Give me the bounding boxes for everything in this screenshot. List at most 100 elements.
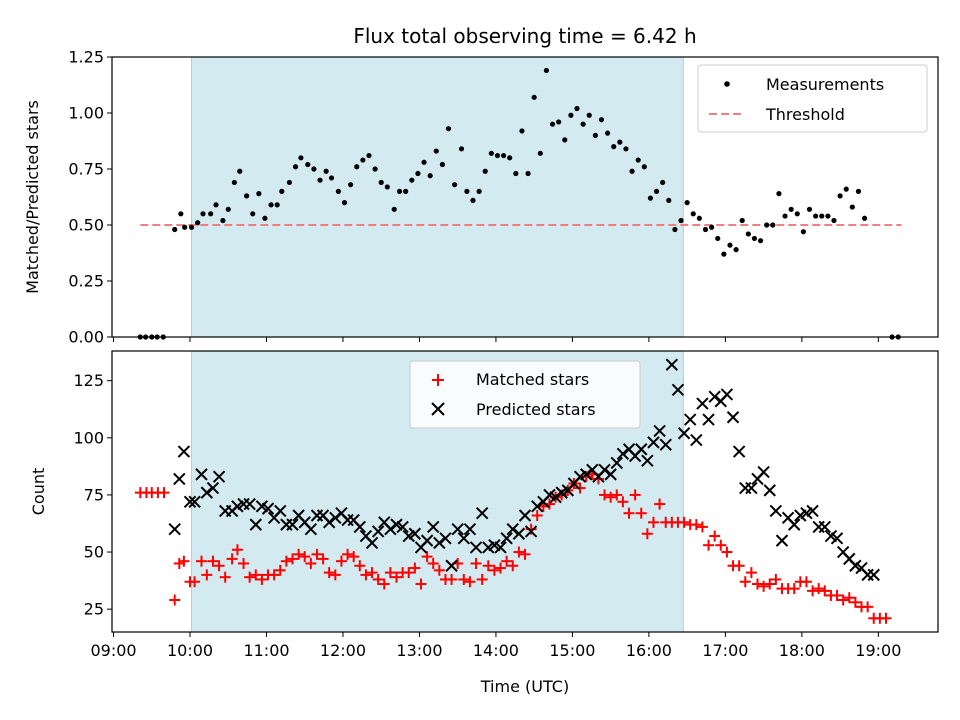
measurement-point [178, 211, 184, 217]
count-y-tick-label: 125 [73, 371, 104, 390]
measurement-point [733, 247, 739, 253]
matched-star-point [409, 562, 421, 574]
measurement-point [861, 215, 868, 221]
predicted-star-point [384, 522, 397, 536]
measurement-point [580, 121, 586, 127]
matched-star-point [372, 573, 384, 585]
predicted-star-point [757, 465, 770, 479]
matched-star-point [715, 539, 727, 551]
measurement-points [137, 67, 901, 340]
measurement-point [782, 213, 788, 219]
measurement-point [617, 139, 623, 145]
matched-star-point [605, 491, 617, 503]
matched-star-point [293, 548, 305, 560]
predicted-star-point [304, 522, 318, 536]
measurement-point [348, 182, 354, 188]
predicted-star-point [745, 481, 758, 495]
matched-star-point [519, 548, 531, 560]
predicted-star-point [451, 522, 464, 536]
legend-predicted-marker [431, 402, 445, 416]
measurement-point [519, 128, 525, 134]
predicted-star-point [818, 520, 832, 534]
predicted-stars-points [168, 358, 880, 582]
ratio-y-tick-label: 1.00 [68, 104, 104, 123]
measurement-point [335, 188, 341, 194]
measurement-point [396, 188, 403, 194]
predicted-star-point [433, 536, 446, 550]
predicted-star-point [475, 506, 489, 520]
observing-span-top [191, 56, 684, 338]
ratio-x-axis [113, 337, 879, 342]
predicted-star-point [212, 470, 226, 483]
measurement-point [323, 168, 329, 174]
measurement-point [237, 168, 243, 174]
predicted-star-point [647, 436, 660, 449]
predicted-star-point [641, 454, 654, 467]
measurement-point [458, 146, 465, 152]
predicted-star-point [696, 397, 709, 410]
predicted-star-point [775, 534, 789, 547]
matched-star-point [311, 548, 323, 560]
measurement-point [220, 217, 226, 224]
predicted-star-point [365, 536, 379, 550]
measurement-point [317, 177, 323, 183]
measurement-point [311, 166, 317, 172]
predicted-star-point [720, 388, 734, 401]
measurement-point [549, 121, 556, 127]
matched-star-point [305, 557, 317, 569]
matched-star-point [635, 507, 647, 519]
measurement-point [225, 206, 231, 212]
matched-star-point [703, 539, 715, 551]
matched-star-point [513, 546, 525, 558]
measurement-point [678, 217, 684, 224]
predicted-star-point [579, 468, 593, 481]
measurement-point [629, 168, 635, 174]
measurement-point [384, 184, 390, 190]
matched-star-point [611, 489, 623, 501]
measurement-point [525, 170, 531, 177]
predicted-star-point [677, 427, 691, 440]
measurement-point [470, 197, 476, 203]
measurement-point [488, 150, 494, 156]
time-x-tick-label: 17:00 [702, 641, 748, 660]
predicted-star-point [512, 527, 526, 540]
matched-star-point [641, 528, 653, 540]
measurement-point [825, 213, 831, 219]
matched-star-point [574, 482, 586, 494]
matched-star-point [788, 583, 800, 595]
matched-star-point [274, 564, 286, 576]
matched-star-point [617, 496, 629, 508]
matched-star-point [862, 601, 874, 613]
measurement-point [433, 148, 439, 154]
matched-star-point [335, 555, 347, 567]
predicted-star-point [420, 534, 434, 547]
predicted-star-point [177, 445, 191, 458]
matched-star-point [354, 560, 366, 572]
measurement-point [200, 211, 206, 217]
predicted-star-point [249, 518, 262, 531]
measurement-point [641, 164, 647, 170]
matched-star-point [384, 567, 396, 579]
measurement-point [274, 202, 280, 208]
predicted-star-point [168, 522, 181, 536]
measurement-point [250, 211, 256, 217]
ratio-y-axis-label: Matched/Predicted stars [23, 100, 42, 294]
matched-star-point [696, 521, 708, 533]
measurement-point [745, 231, 751, 237]
predicted-star-point [671, 383, 685, 397]
count-y-tick-label: 100 [73, 428, 104, 447]
matched-star-point [880, 612, 892, 624]
matched-star-point [366, 567, 378, 579]
measurement-point [794, 211, 800, 217]
measurement-point [421, 159, 427, 165]
measurement-point [721, 251, 727, 257]
measurement-point [172, 226, 178, 233]
predicted-star-point [806, 504, 819, 518]
time-x-tick-label: 14:00 [473, 641, 519, 660]
matched-star-point [178, 555, 190, 567]
matched-star-point [226, 553, 238, 565]
ratio-y-tick-label: 1.25 [68, 48, 104, 67]
matched-star-point [733, 560, 745, 572]
matched-star-point [446, 573, 458, 585]
matched-star-point [647, 516, 659, 528]
